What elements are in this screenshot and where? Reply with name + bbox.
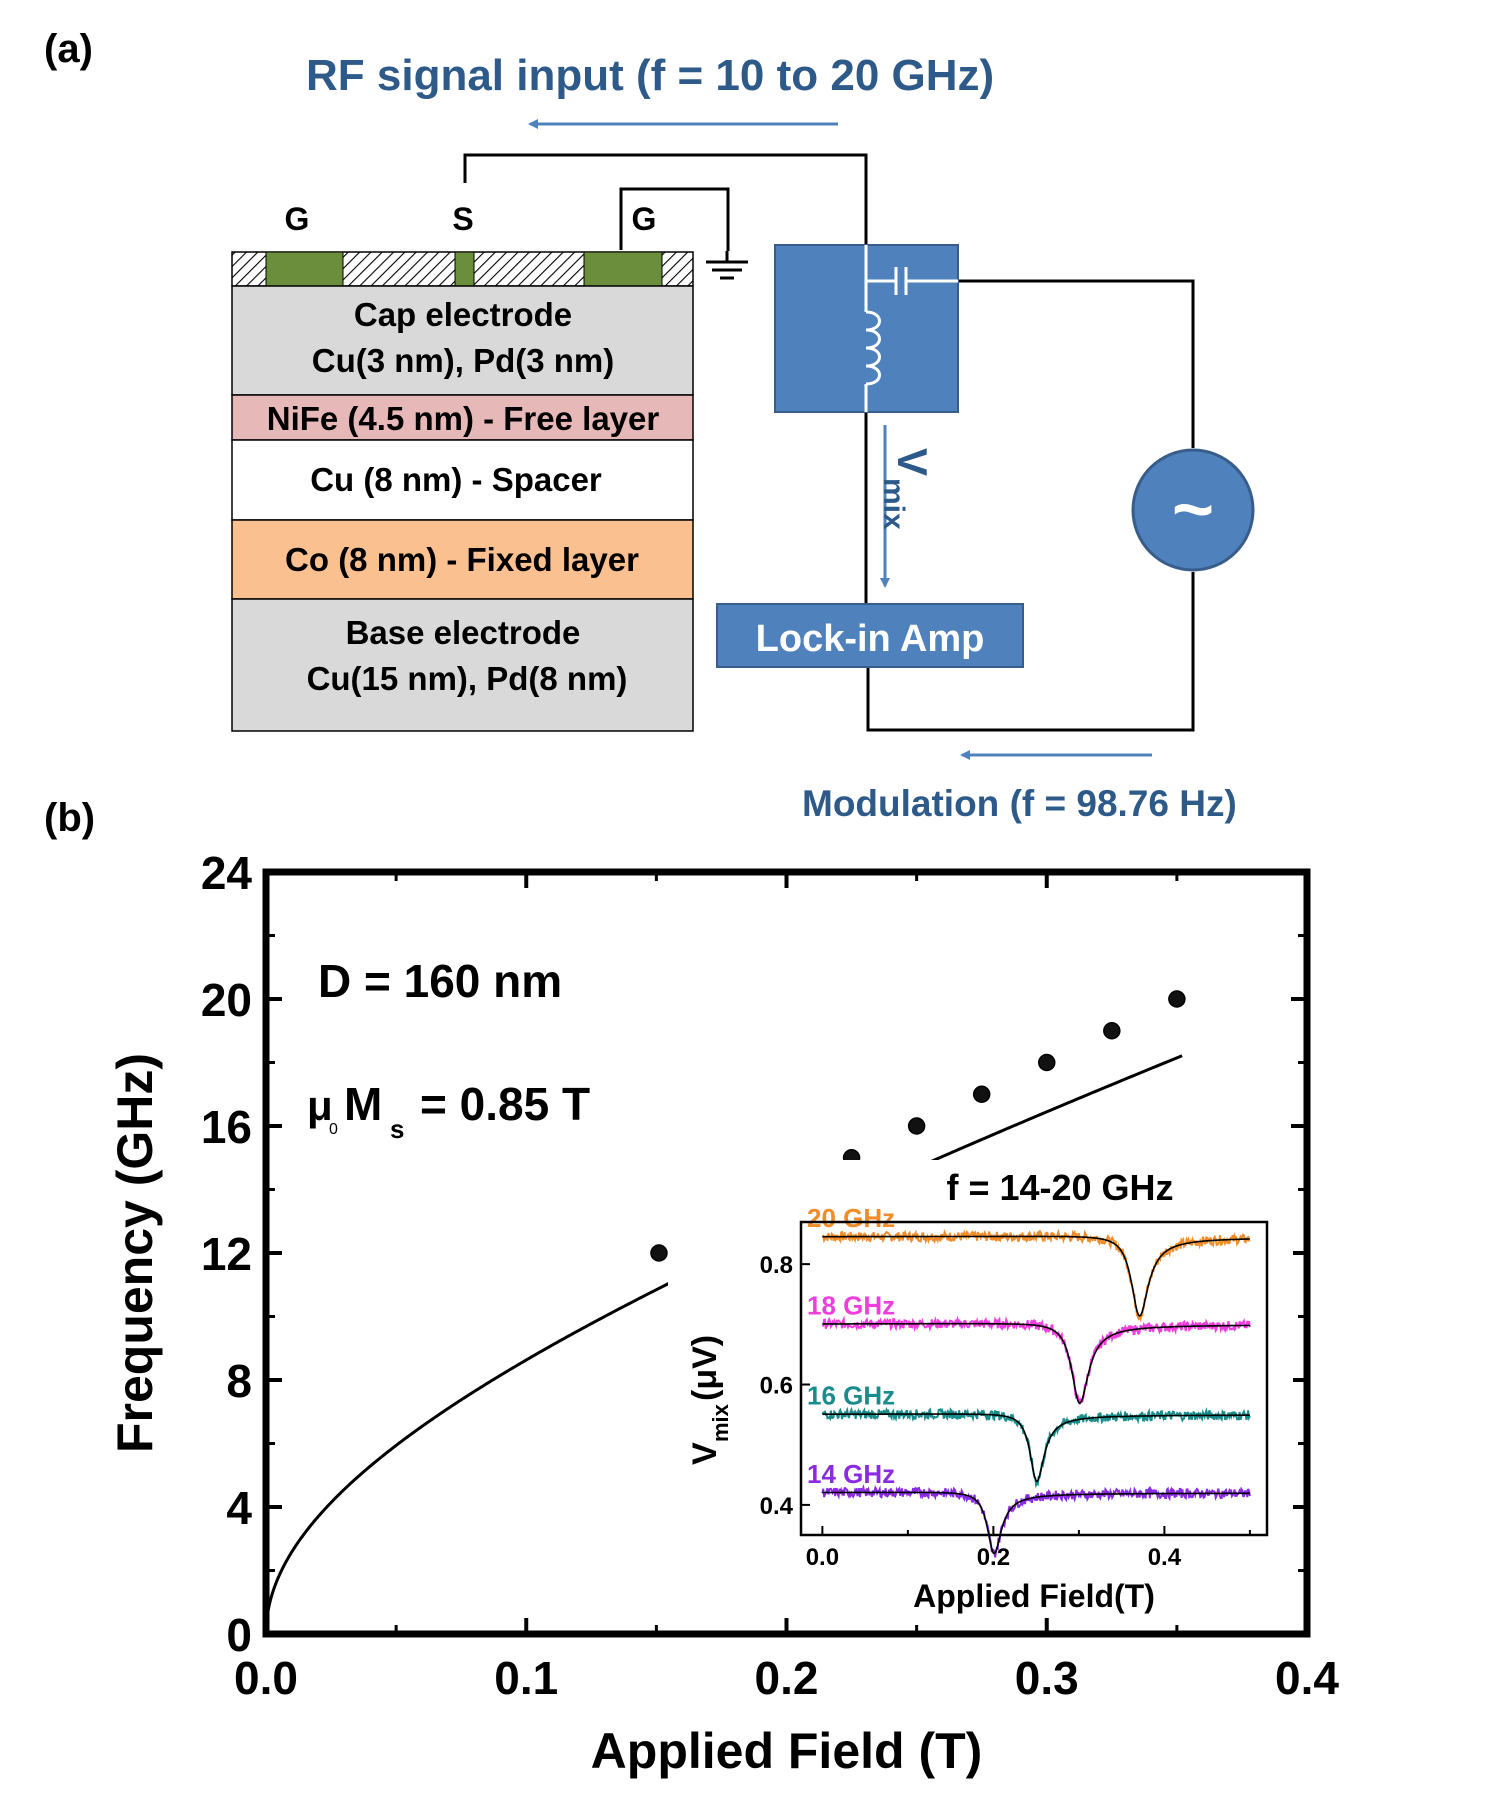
inset-x-tick-label: 0.2 (977, 1544, 1010, 1571)
y-tick-label: 4 (226, 1482, 252, 1534)
layer-co (231, 519, 694, 600)
y-tick-label: 12 (201, 1228, 252, 1280)
contact-label-g-right: G (632, 201, 657, 237)
data-point (1038, 1053, 1056, 1072)
inset-ylabel-main: V (686, 1442, 724, 1465)
layer-cu-spacer (231, 439, 694, 521)
main-chart-frame (262, 868, 1311, 1638)
y-tick-label: 16 (201, 1101, 252, 1153)
ac-source (1131, 448, 1255, 572)
inset-series-fit-line (822, 1413, 1250, 1483)
y-tick-label: 24 (201, 847, 253, 899)
layer-cu-spacer-label: Cu (8 nm) - Spacer (310, 461, 602, 498)
vmix-label-sub: mix (877, 478, 910, 530)
inset-series-label: 14 GHz (807, 1459, 895, 1489)
panel-b: (b) 0.0 0.1 0.2 0.3 0.4 0 4 8 12 16 20 24 Applied F… (44, 796, 1339, 1779)
inset-series-fit-line (822, 1322, 1250, 1405)
x-tick-label: 0.4 (1275, 1652, 1339, 1704)
data-point (650, 1244, 668, 1262)
annotation-ms: μ 0 M s = 0.85 T (307, 1078, 590, 1144)
inset-series-data-line (821, 1315, 1251, 1405)
circuit-wires (463, 153, 1195, 732)
main-chart-xlabel: Applied Field (T) (591, 1723, 983, 1779)
layer-cap-electrode (231, 285, 694, 396)
annotation-ms-value: = 0.85 T (420, 1078, 590, 1130)
annotation-diameter: D = 160 nm (318, 955, 562, 1007)
layer-base-electrode-line1: Base electrode (346, 614, 581, 651)
inset-series-label: 20 GHz (807, 1203, 895, 1233)
inset-xlabel: Applied Field(T) (913, 1578, 1155, 1614)
layer-cap-electrode-line1: Cap electrode (354, 296, 572, 333)
kittel-fit-line (264, 1054, 1183, 1635)
inset-y-tick-label: 0.6 (760, 1373, 793, 1400)
data-point (1168, 990, 1186, 1008)
signal-contact (454, 251, 475, 287)
lockin-amp-box (716, 603, 1024, 668)
bias-tee-symbol (864, 245, 958, 412)
inset-series-fit-line (822, 1491, 1250, 1555)
inset-x-tick-label: 0.4 (1148, 1544, 1182, 1571)
inset-ticks (801, 1263, 1251, 1535)
inset-series-data-line (821, 1228, 1251, 1322)
x-tick-label: 0.1 (494, 1652, 558, 1704)
inset-series: 20 GHz 18 GHz 16 GHz 14 GHz (807, 1203, 1251, 1558)
modulation-label: Modulation (f = 98.76 Hz) (802, 783, 1237, 824)
layer-base-electrode-line2: Cu(15 nm), Pd(8 nm) (307, 660, 628, 697)
layer-cap-electrode-line2: Cu(3 nm), Pd(3 nm) (312, 342, 615, 379)
bias-tee (774, 244, 959, 413)
inset-x-tick-label: 0.0 (806, 1544, 839, 1571)
panel-a-label: (a) (44, 27, 93, 71)
panel-b-label: (b) (44, 796, 95, 840)
main-chart: 0.0 0.1 0.2 0.3 0.4 0 4 8 12 16 20 24 Applied Field… (107, 847, 1339, 1779)
inset-y-tick-label: 0.8 (760, 1252, 793, 1279)
layer-stack: G S G Cap electrode Cu(3 nm), Pd(3 nm) N… (231, 201, 694, 732)
data-point (1103, 1022, 1121, 1040)
y-tick-label: 20 (201, 974, 252, 1026)
contact-label-g-left: G (285, 201, 310, 237)
vmix-label: V mix (877, 448, 936, 530)
inset-series-fit-line (822, 1235, 1250, 1317)
y-tick-label: 8 (226, 1355, 252, 1407)
inset-frame (799, 1220, 1269, 1537)
y-tick-label: 0 (226, 1609, 252, 1661)
annotation-ms-subs: s (390, 1114, 404, 1144)
ground-contact-right (583, 251, 663, 287)
inset-tick-labels: 0.0 0.2 0.4 0.4 0.6 0.8 (760, 1252, 1182, 1571)
rf-input-label: RF signal input (f = 10 to 20 GHz) (306, 51, 994, 100)
layer-nife-label: NiFe (4.5 nm) - Free layer (267, 400, 660, 437)
lockin-amp-label: Lock-in Amp (756, 618, 985, 660)
vmix-label-main: V (889, 448, 936, 476)
inset-chart: f = 14-20 GHz 0.0 0.2 0.4 0.4 0.6 0.8 20 GHz 1… (668, 1160, 1293, 1614)
layer-base-electrode (231, 598, 694, 732)
layer-co-label: Co (8 nm) - Fixed layer (285, 541, 639, 578)
inset-ylabel-sub: mix (708, 1403, 733, 1442)
annotation-ms-m: M (344, 1078, 382, 1130)
annotation-ms-mu: μ (307, 1082, 333, 1129)
data-point (907, 1117, 926, 1135)
main-chart-ylabel: Frequency (GHz) (107, 1053, 163, 1453)
ac-source-symbol: ~ (1172, 470, 1214, 550)
panel-a: (a) RF signal input (f = 10 to 20 GHz) G… (44, 27, 1255, 824)
inset-series-label: 16 GHz (807, 1381, 895, 1411)
x-tick-label: 0.3 (1015, 1652, 1079, 1704)
contact-label-s: S (452, 201, 473, 237)
inset-y-tick-label: 0.4 (760, 1493, 794, 1520)
inset-series-label: 18 GHz (807, 1290, 895, 1320)
inset-ylabel-unit: (μV) (686, 1335, 724, 1401)
x-tick-label: 0.0 (234, 1652, 298, 1704)
data-point (972, 1085, 991, 1103)
inset-title: f = 14-20 GHz (946, 1167, 1173, 1208)
annotation-ms-sub0: 0 (329, 1121, 338, 1138)
ground-contact-left (265, 251, 344, 287)
main-chart-tick-labels: 0.0 0.1 0.2 0.3 0.4 0 4 8 12 16 20 24 (201, 847, 1340, 1704)
x-tick-label: 0.2 (755, 1652, 819, 1704)
inset-ylabel: V mix (μV) (686, 1335, 733, 1465)
